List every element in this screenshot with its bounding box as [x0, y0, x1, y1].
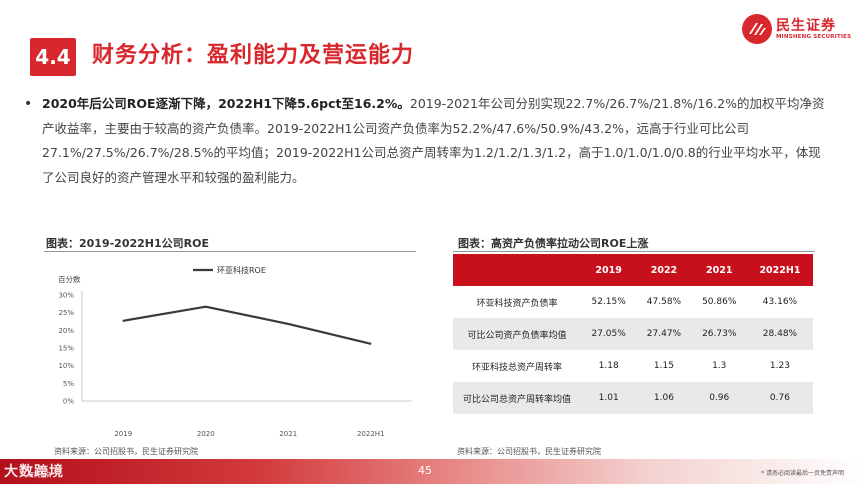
y-tick-label: 0%	[63, 398, 74, 406]
table-cell: 1.01	[581, 382, 637, 414]
chart-source-note: 资料来源：公司招股书，民生证券研究院	[54, 447, 198, 456]
data-point	[122, 319, 125, 322]
x-tick-label: 2020	[197, 430, 215, 438]
footer-bar	[0, 459, 864, 484]
row-label: 环亚科技资产负债率	[476, 298, 558, 309]
table-header-row: 2019 2022 2021 2022H1	[453, 254, 813, 286]
table-cell: 27.47%	[636, 318, 692, 350]
watermark-logo: 大数跨境	[4, 464, 64, 480]
y-tick-label: 25%	[58, 309, 74, 317]
table-cell: 26.73%	[691, 318, 747, 350]
data-point	[287, 323, 290, 325]
table-cell: 47.58%	[646, 297, 682, 307]
summary-body: 2019-2021年公司分别实现22.7%/26.7%/21.8%/16.2%的…	[42, 96, 825, 185]
summary-bullet: • 2020年后公司ROE逐渐下降，2022H1下降5.6pct至16.2%。2…	[24, 92, 832, 190]
data-point	[369, 342, 372, 345]
y-tick-label: 5%	[63, 380, 74, 388]
table-header-cell: 2021	[691, 254, 747, 286]
summary-lead: 2020年后公司ROE逐渐下降，2022H1下降5.6pct至16.2%。	[42, 96, 410, 111]
logo-text-cn: 民生证券	[776, 18, 836, 34]
y-tick-label: 15%	[58, 345, 74, 353]
table-cell: 1.15	[653, 361, 674, 371]
slide-header: 4.4 财务分析：盈利能力及营运能力 民生证券 MINSHENG SECURIT…	[0, 0, 864, 80]
table-header-cell: 2019	[581, 254, 637, 286]
x-tick-label: 2019	[114, 430, 132, 438]
table-header-cell: 2022	[636, 254, 692, 286]
row-label: 环亚科技总资产周转率	[471, 362, 562, 373]
table-panel-title: 图表：高资产负债率拉动公司ROE上涨	[458, 237, 649, 250]
company-logo: 民生证券 MINSHENG SECURITIES	[742, 14, 854, 46]
section-number-badge: 4.4	[30, 38, 76, 76]
table-cell: 0.96	[691, 382, 747, 414]
table-row: 可比公司总资产周转率均值 1.01 1.06 0.96 0.76	[453, 382, 813, 414]
table-cell: 1.23	[769, 361, 790, 371]
footer-disclaimer: * 请务必阅读最后一页免责声明	[761, 470, 844, 477]
data-point	[204, 305, 207, 308]
table-header-cell	[453, 254, 581, 286]
table-cell: 27.05%	[581, 318, 637, 350]
y-tick-label: 10%	[58, 362, 74, 370]
logo-mark-icon	[742, 14, 772, 44]
table-cell: 1.06	[636, 382, 692, 414]
table-cell: 1.3	[712, 361, 727, 371]
table-cell: 50.86%	[702, 297, 737, 307]
chart-panel-title: 图表：2019-2022H1公司ROE	[46, 237, 209, 250]
table-header-cell: 2022H1	[746, 254, 813, 286]
logo-text-en: MINSHENG SECURITIES	[776, 34, 852, 40]
roe-line-chart: 百分数 0% 5% 10% 15% 20% 25% 30% 2019 2020 2021 2022H1…	[58, 265, 412, 438]
row-label: 可比公司资产负债率均值	[453, 318, 581, 350]
series-line-roe	[123, 305, 372, 345]
row-label: 可比公司总资产周转率均值	[453, 382, 581, 414]
chart-panel-rule	[44, 251, 416, 252]
table-panel-rule	[453, 251, 815, 252]
x-tick-label: 2021	[279, 430, 297, 438]
ratio-table: 2019 2022 2021 2022H1 环亚科技资产负债率 52.15% 4…	[453, 254, 813, 414]
watermark-subtext: 研究报告	[28, 472, 53, 479]
table-row: 环亚科技资产负债率 52.15% 47.58% 50.86% 43.16%	[453, 286, 813, 318]
table-cell: 1.18	[598, 361, 619, 371]
table-cell: 28.48%	[746, 318, 813, 350]
y-tick-label: 20%	[58, 327, 74, 335]
table-cell: 0.76	[746, 382, 813, 414]
page-number: 45	[418, 464, 432, 477]
table-source-note: 资料来源：公司招股书，民生证券研究院	[457, 447, 601, 456]
x-tick-label: 2022H1	[357, 430, 385, 438]
table-row: 环亚科技总资产周转率 1.18 1.15 1.3 1.23	[453, 350, 813, 382]
table-cell: 43.16%	[762, 297, 798, 307]
bullet-dot-icon: •	[24, 96, 33, 112]
page-title: 财务分析：盈利能力及营运能力	[92, 43, 415, 68]
y-axis-label: 百分数	[58, 274, 81, 284]
table-row: 可比公司资产负债率均值 27.05% 27.47% 26.73% 28.48%	[453, 318, 813, 350]
table-cell: 52.15%	[591, 297, 626, 307]
legend-label: 环亚科技ROE	[217, 265, 266, 275]
y-tick-label: 30%	[58, 292, 74, 300]
